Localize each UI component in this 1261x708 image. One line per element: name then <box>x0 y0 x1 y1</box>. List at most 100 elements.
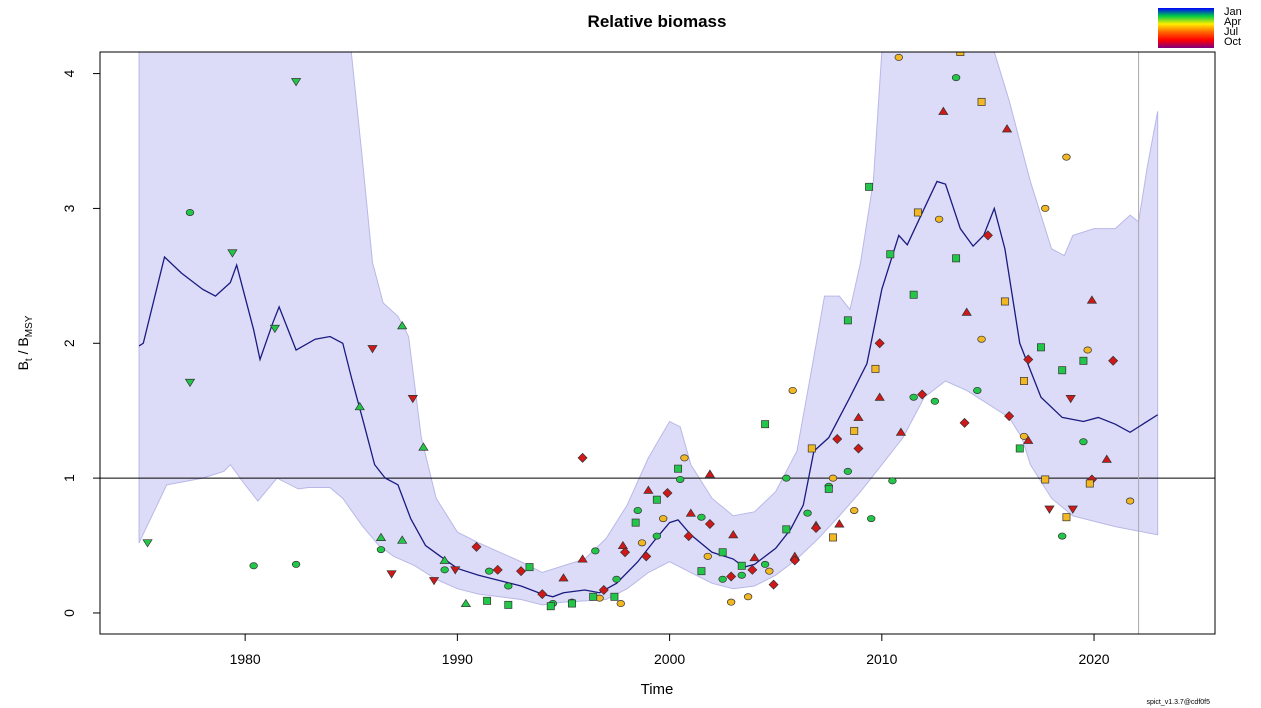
data-point <box>504 582 513 590</box>
data-point <box>428 577 440 586</box>
data-point <box>407 395 418 404</box>
data-point <box>439 555 450 564</box>
data-point <box>853 443 864 454</box>
data-point <box>612 575 621 583</box>
y-tick-label: 4 <box>61 69 77 77</box>
data-point <box>1023 354 1034 365</box>
data-point <box>909 393 918 401</box>
data-point <box>761 420 770 429</box>
data-point <box>977 335 986 343</box>
data-point <box>1079 438 1088 446</box>
y-tick-label: 2 <box>61 339 77 347</box>
data-point <box>577 554 588 563</box>
data-point <box>633 506 642 514</box>
x-tick-label: 2010 <box>866 651 897 667</box>
data-point <box>1058 532 1067 540</box>
data-point <box>637 539 647 547</box>
data-point <box>728 530 739 539</box>
data-point <box>683 531 694 542</box>
median-line <box>138 180 1159 598</box>
data-point <box>871 364 880 373</box>
data-point <box>1023 435 1034 444</box>
data-point <box>913 208 922 217</box>
data-point <box>1020 377 1028 385</box>
data-point <box>951 74 961 82</box>
data-point <box>440 566 449 574</box>
data-point <box>652 495 661 504</box>
data-point <box>1044 505 1055 514</box>
data-point <box>703 552 712 560</box>
data-point <box>718 548 727 557</box>
data-point <box>760 560 770 568</box>
data-point <box>598 585 609 596</box>
data-point <box>874 338 885 349</box>
y-label-part: MSY <box>24 315 35 337</box>
data-point <box>662 487 673 498</box>
data-point <box>807 444 816 453</box>
data-point <box>697 513 706 521</box>
data-point <box>269 324 281 334</box>
data-point <box>617 540 629 550</box>
data-point <box>1062 513 1071 522</box>
legend-label: Apr <box>1224 16 1241 28</box>
data-point <box>828 474 838 482</box>
data-point <box>867 515 876 523</box>
data-point <box>1101 454 1112 463</box>
data-point <box>1067 505 1078 514</box>
footer: spict_v1.3.7@cdf0f5 <box>1146 699 1210 706</box>
data-point <box>1086 295 1098 304</box>
data-point <box>782 525 791 534</box>
y-tick-label: 0 <box>61 609 77 617</box>
data-point <box>375 532 387 541</box>
data-point <box>589 592 598 601</box>
data-point <box>743 593 753 601</box>
data-point <box>450 566 461 575</box>
legend-label: Jul <box>1224 26 1238 38</box>
data-point <box>1037 343 1045 352</box>
data-point <box>704 469 716 478</box>
data-point <box>782 474 791 482</box>
data-point <box>934 215 944 223</box>
data-point <box>865 182 874 191</box>
data-point <box>874 392 885 401</box>
data-point <box>850 506 859 514</box>
data-point <box>249 562 258 570</box>
points-layer <box>142 52 1135 611</box>
data-point <box>803 509 812 517</box>
data-point <box>386 570 397 579</box>
data-point <box>1079 356 1088 365</box>
chart-title: Relative biomass <box>588 12 727 31</box>
data-point <box>354 401 365 411</box>
confidence-band <box>138 52 1159 606</box>
data-point <box>674 464 683 473</box>
x-axis-label: Time <box>641 681 674 698</box>
data-point <box>824 484 833 493</box>
data-point <box>631 518 640 527</box>
data-point <box>620 547 631 558</box>
data-point <box>843 467 853 475</box>
data-point <box>184 378 196 388</box>
data-point <box>492 564 503 575</box>
data-point <box>1058 366 1067 375</box>
data-point <box>537 589 548 600</box>
data-point <box>485 567 494 575</box>
data-point <box>577 452 588 463</box>
data-point <box>659 515 668 523</box>
data-point <box>546 602 555 611</box>
data-point <box>1085 479 1094 488</box>
legend-label: Jan <box>1224 6 1242 18</box>
season-legend <box>1158 8 1214 48</box>
data-point <box>291 560 301 568</box>
data-point <box>460 598 471 608</box>
data-point <box>610 592 619 601</box>
x-tick-label: 2020 <box>1078 651 1109 667</box>
data-point <box>737 561 746 570</box>
data-point <box>290 78 302 87</box>
data-point <box>1065 395 1076 404</box>
data-point <box>895 427 907 436</box>
data-point <box>616 600 625 608</box>
data-point <box>227 249 238 258</box>
data-point <box>749 552 760 562</box>
data-point <box>938 106 949 115</box>
